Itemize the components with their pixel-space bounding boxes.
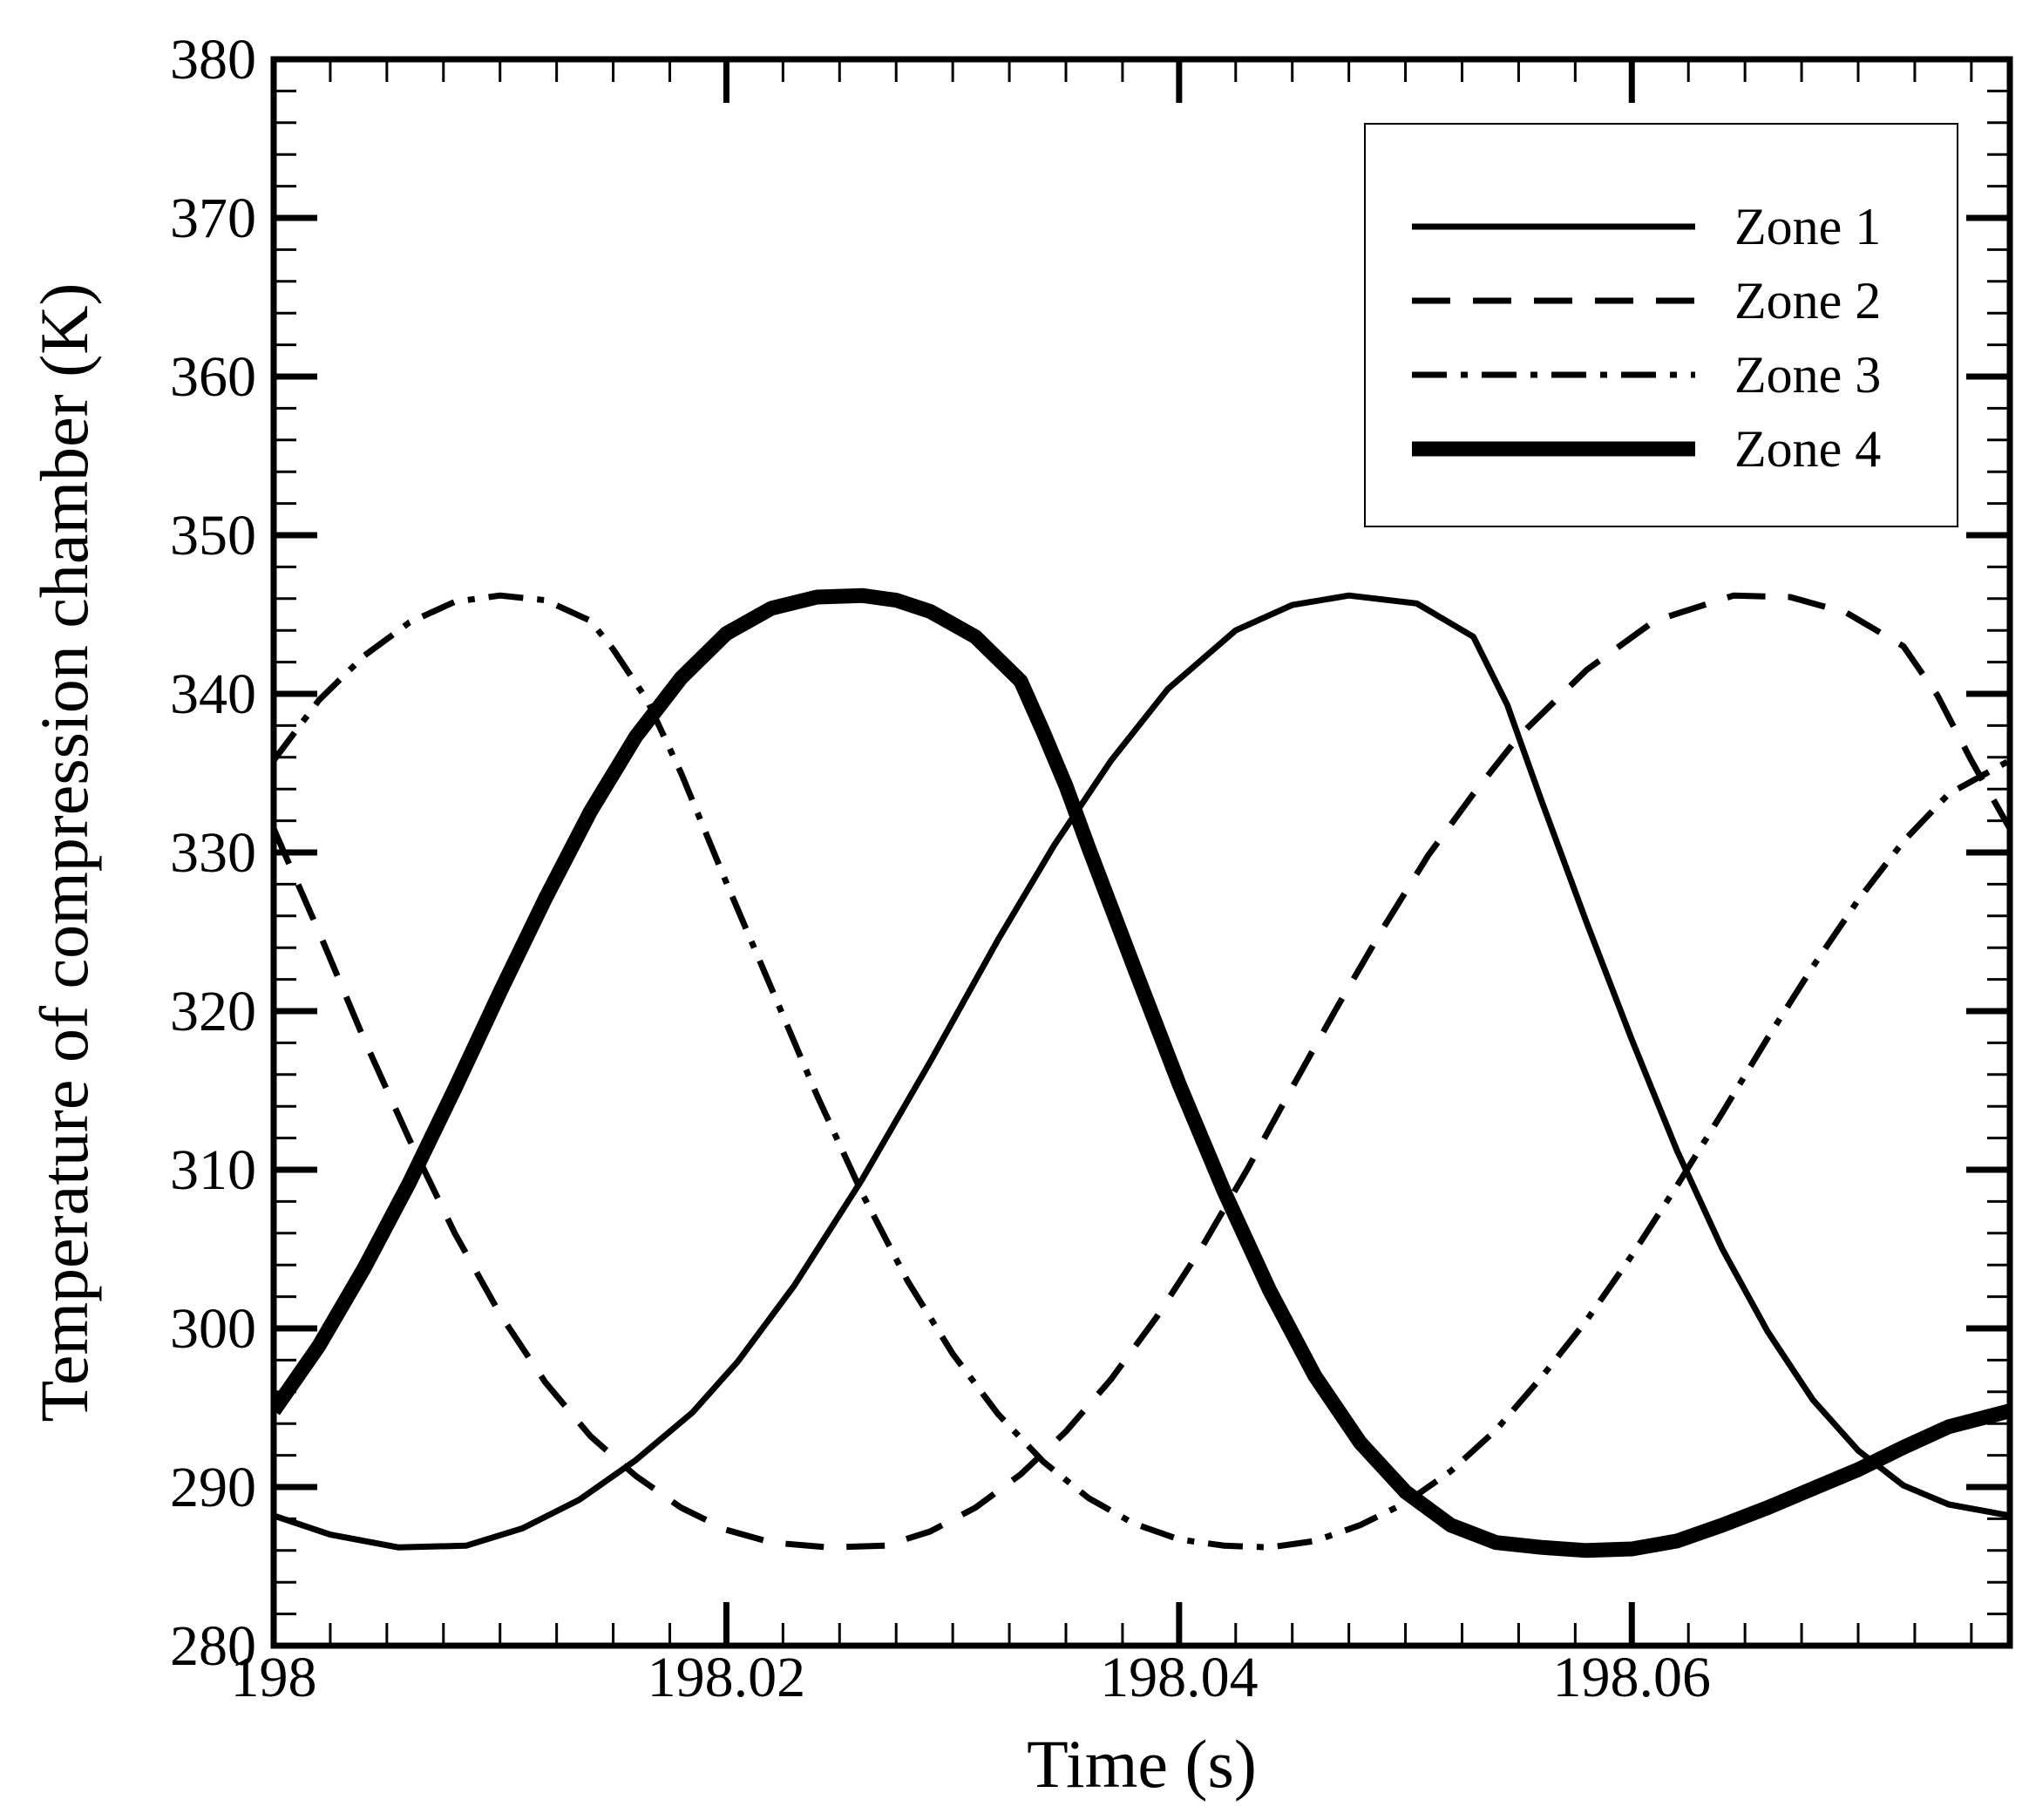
series-layer (274, 587, 2010, 1559)
series-line-zone-1 (274, 592, 2010, 1551)
legend-box (1364, 123, 1958, 527)
plot-frame (270, 56, 2013, 1649)
y-tick-label: 310 (170, 1138, 256, 1202)
x-tick-label: 198.06 (1553, 1646, 1712, 1709)
y-tick-label: 330 (170, 821, 256, 885)
legend-label-zone-3: Zone 3 (1734, 346, 1881, 404)
y-tick-label: 380 (170, 28, 256, 92)
y-tick-label: 370 (170, 187, 256, 250)
x-tick-label: 198.02 (648, 1646, 806, 1709)
y-tick-label: 340 (170, 662, 256, 726)
series-line-zone-4 (274, 587, 2010, 1559)
x-tick-label: 198 (231, 1646, 317, 1709)
y-tick-label: 290 (170, 1456, 256, 1519)
legend-label-zone-2: Zone 2 (1734, 272, 1881, 329)
legend-label-zone-1: Zone 1 (1734, 198, 1881, 255)
y-axis-title: Temperature of compression chamber (K) (26, 283, 102, 1423)
x-tick-label: 198.04 (1100, 1646, 1259, 1709)
x-axis-title: Time (s) (1027, 1726, 1257, 1802)
y-tick-label: 350 (170, 504, 256, 567)
y-tick-label: 300 (170, 1297, 256, 1361)
legend-label-zone-4: Zone 4 (1734, 420, 1881, 478)
y-tick-label: 320 (170, 980, 256, 1043)
tick-layer: 198 198.02 198.04 198.06 280 290 300 310 320 330 3… (170, 28, 2010, 1709)
legend-items: Zone 1 Zone 2 Zone 3 Zone 4 (1412, 198, 1881, 478)
series-line-zone-3 (274, 592, 2010, 1551)
y-tick-label: 280 (170, 1614, 256, 1678)
y-tick-label: 360 (170, 345, 256, 409)
series-line-zone-2 (274, 592, 2010, 1551)
legend: Zone 1 Zone 2 Zone 3 Zone 4 (1364, 123, 1958, 527)
